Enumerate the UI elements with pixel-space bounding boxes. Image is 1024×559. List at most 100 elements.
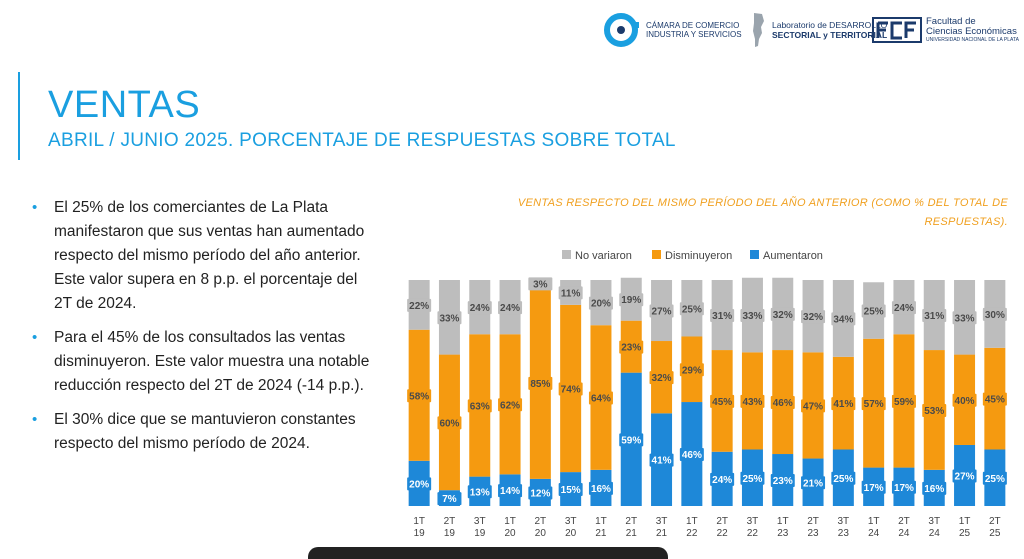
bullet-item: • El 25% de los comerciantes de La Plata…: [32, 196, 372, 316]
data-label-bg: [407, 477, 432, 491]
chart-canvas: No variaron Disminuyeron Aumentaron 20% 58% 2…: [407, 250, 1007, 539]
data-label: 74%: [561, 384, 581, 395]
data-label: 25%: [864, 307, 884, 318]
data-label-bg: [619, 293, 644, 307]
bottom-edge-shape: [308, 547, 668, 559]
x-tick-label: 21: [626, 528, 638, 539]
data-label: 40%: [955, 396, 975, 407]
data-label-bg: [558, 483, 583, 497]
data-label: 7%: [442, 494, 457, 505]
data-label-bg: [831, 471, 856, 485]
data-label-bg: [649, 371, 674, 385]
data-label-bg: [528, 376, 553, 390]
data-label: 12%: [530, 488, 550, 499]
x-tick-label: 21: [595, 528, 607, 539]
data-label: 24%: [712, 475, 732, 486]
data-label: 23%: [773, 476, 793, 487]
x-tick-label: 25: [989, 528, 1001, 539]
x-tick-label: 2T: [989, 516, 1001, 527]
data-label: 30%: [985, 310, 1005, 321]
bullet-dot-icon: •: [32, 199, 38, 216]
x-tick-label: 22: [717, 528, 729, 539]
data-label: 47%: [803, 401, 823, 412]
bullet-dot-icon: •: [32, 411, 38, 428]
legend-label: Aumentaron: [763, 250, 823, 262]
data-label-bg: [740, 471, 765, 485]
sales-chart: VENTAS RESPECTO DEL MISMO PERÍODO DEL AÑ…: [380, 190, 1020, 552]
data-label-bg: [710, 309, 735, 323]
data-label-bg: [982, 471, 1007, 485]
argentina-map-icon: [753, 13, 764, 47]
data-label: 24%: [894, 303, 914, 314]
chart-title: VENTAS RESPECTO DEL MISMO PERÍODO DEL AÑ…: [517, 197, 1008, 228]
data-label-bg: [861, 304, 886, 318]
data-label: 19%: [621, 295, 641, 306]
data-label: 32%: [803, 312, 823, 323]
data-label-bg: [558, 382, 583, 396]
data-label-bg: [831, 312, 856, 326]
data-label: 41%: [652, 456, 672, 467]
x-tick-label: 23: [838, 528, 850, 539]
data-label: 25%: [833, 474, 853, 485]
data-label: 17%: [864, 483, 884, 494]
data-label: 16%: [591, 484, 611, 495]
x-tick-label: 20: [565, 528, 577, 539]
data-label-bg: [770, 396, 795, 410]
data-label-bg: [498, 301, 523, 315]
data-label-bg: [467, 399, 492, 413]
data-label: 20%: [409, 479, 429, 490]
data-label: 64%: [591, 394, 611, 405]
data-label-bg: [619, 433, 644, 447]
data-label-bg: [528, 486, 553, 500]
data-label: 13%: [470, 487, 490, 498]
data-label-bg: [498, 398, 523, 412]
data-label: 60%: [439, 418, 459, 429]
x-tick-label: 22: [747, 528, 759, 539]
data-label-bg: [952, 311, 977, 325]
x-tick-label: 2T: [625, 516, 637, 527]
data-label-bg: [437, 416, 462, 430]
data-label: 43%: [742, 397, 762, 408]
data-label-bg: [922, 481, 947, 495]
data-label: 33%: [742, 311, 762, 322]
fce-line2: Ciencias Económicas: [926, 25, 1017, 37]
data-label: 17%: [894, 483, 914, 494]
x-tick-label: 3T: [838, 516, 850, 527]
data-label: 3%: [533, 279, 548, 290]
data-label-bg: [801, 399, 826, 413]
data-label-bg: [710, 394, 735, 408]
data-label: 62%: [500, 400, 520, 411]
camara-logo-icon: [604, 13, 639, 47]
data-label: 41%: [833, 399, 853, 410]
data-label: 29%: [682, 365, 702, 376]
x-tick-label: 22: [686, 528, 698, 539]
data-label-bg: [710, 472, 735, 486]
legend-swatch: [750, 250, 759, 259]
data-label-bg: [982, 392, 1007, 406]
data-label-bg: [922, 309, 947, 323]
x-tick-label: 2T: [898, 516, 910, 527]
data-label-bg: [588, 481, 613, 495]
camara-line1: CÁMARA DE COMERCIO: [646, 21, 740, 30]
fce-line3: UNIVERSIDAD NACIONAL DE LA PLATA: [926, 36, 1019, 43]
data-label: 22%: [409, 301, 429, 312]
data-label: 21%: [803, 478, 823, 489]
data-label: 11%: [561, 288, 581, 299]
data-label-bg: [801, 476, 826, 490]
data-label-bg: [861, 480, 886, 494]
x-tick-label: 2T: [444, 516, 456, 527]
data-label-bg: [498, 484, 523, 498]
data-label: 27%: [955, 471, 975, 482]
data-label-bg: [679, 363, 704, 377]
logo-strip: CÁMARA DE COMERCIO INDUSTRIA Y SERVICIOS…: [600, 8, 1024, 52]
x-tick-label: 21: [656, 528, 668, 539]
page-title: VENTAS: [48, 84, 201, 126]
data-label-bg: [861, 397, 886, 411]
legend-label: No variaron: [575, 250, 632, 262]
data-label: 25%: [682, 304, 702, 315]
data-label-bg: [467, 301, 492, 315]
data-label: 33%: [439, 313, 459, 324]
x-tick-label: 1T: [595, 516, 607, 527]
data-label: 15%: [561, 485, 581, 496]
data-label: 34%: [833, 314, 853, 325]
